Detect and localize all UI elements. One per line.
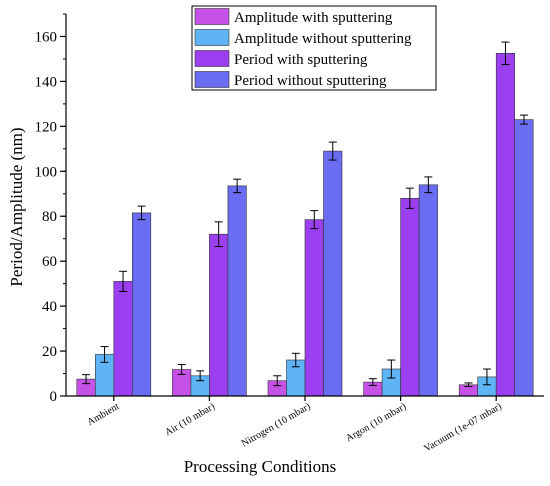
- bar: [209, 233, 229, 397]
- x-tick-label: Vacuum (1e-07 mbar): [422, 401, 503, 454]
- bar: [227, 185, 247, 397]
- y-tick-label: 140: [35, 74, 58, 90]
- legend-label: Amplitude with sputtering: [234, 10, 393, 26]
- x-tick-label: Argon (10 mbar): [344, 401, 408, 444]
- legend-box: [191, 5, 437, 91]
- y-tick-label: 20: [42, 344, 57, 360]
- legend-swatch: [194, 71, 230, 88]
- y-tick-label: 100: [35, 164, 58, 180]
- legend-swatch: [194, 8, 230, 25]
- legend-label: Amplitude without sputtering: [234, 31, 412, 47]
- bar: [132, 212, 152, 397]
- bar: [323, 150, 343, 397]
- x-tick-label: Ambient: [85, 401, 121, 428]
- x-tick-label: Air (10 mbar): [163, 401, 217, 438]
- bar: [514, 119, 534, 397]
- legend-swatch: [194, 50, 230, 67]
- bar: [304, 219, 324, 397]
- y-tick-label: 0: [50, 389, 58, 405]
- legend: Amplitude with sputtering Amplitude witho…: [191, 5, 437, 91]
- y-axis-label: Period/Amplitude (nm): [7, 127, 26, 286]
- bar: [113, 281, 133, 397]
- legend-label: Period with sputtering: [234, 52, 368, 68]
- y-tick-label: 80: [42, 209, 57, 225]
- bar: [495, 52, 516, 397]
- legend-swatch: [194, 29, 230, 46]
- legend-label: Period without sputtering: [234, 73, 387, 89]
- bar: [400, 198, 420, 397]
- y-tick-label: 120: [35, 119, 58, 135]
- y-tick-label: 60: [42, 254, 57, 270]
- bar: [418, 184, 438, 397]
- x-tick-label: Nitrogen (10 mbar): [240, 401, 313, 449]
- y-tick-label: 40: [42, 299, 57, 315]
- plot-area: [76, 41, 534, 397]
- x-axis-label: Processing Conditions: [184, 457, 337, 476]
- y-tick-label: 160: [35, 29, 58, 45]
